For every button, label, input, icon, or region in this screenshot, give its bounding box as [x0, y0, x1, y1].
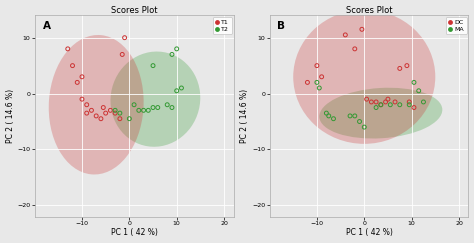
Point — [130, 103, 138, 107]
Text: A: A — [43, 21, 51, 31]
Point — [384, 97, 392, 101]
Point — [351, 47, 358, 51]
Point — [403, 64, 410, 68]
Legend: T1, T2: T1, T2 — [212, 17, 232, 34]
Point — [396, 103, 403, 107]
Point — [358, 27, 365, 31]
Point — [135, 108, 143, 112]
Point — [78, 97, 86, 101]
Point — [330, 117, 337, 121]
Point — [164, 103, 171, 107]
Point — [149, 64, 157, 68]
Point — [313, 80, 321, 84]
Ellipse shape — [293, 10, 435, 144]
Title: Scores Plot: Scores Plot — [346, 6, 392, 15]
Point — [73, 80, 81, 84]
Point — [92, 114, 100, 118]
Point — [83, 103, 91, 107]
X-axis label: PC 1 ( 42 %): PC 1 ( 42 %) — [110, 228, 157, 237]
Point — [111, 111, 119, 115]
Point — [377, 103, 384, 107]
Point — [97, 117, 105, 121]
Point — [107, 108, 114, 112]
Ellipse shape — [110, 52, 201, 147]
Point — [140, 108, 147, 112]
Y-axis label: PC 2 ( 14.6 %): PC 2 ( 14.6 %) — [6, 89, 15, 143]
Point — [316, 86, 323, 90]
Point — [363, 97, 370, 101]
Point — [83, 111, 91, 115]
Point — [88, 108, 95, 112]
Text: B: B — [277, 21, 285, 31]
Point — [168, 106, 176, 110]
Point — [154, 106, 162, 110]
Point — [173, 89, 181, 93]
Title: Scores Plot: Scores Plot — [111, 6, 157, 15]
Point — [64, 47, 72, 51]
Point — [318, 75, 326, 79]
Point — [367, 100, 375, 104]
Ellipse shape — [319, 88, 442, 139]
Point — [116, 111, 124, 115]
Point — [313, 64, 321, 68]
Point — [405, 103, 413, 107]
Point — [391, 100, 399, 104]
Point — [351, 114, 358, 118]
Point — [78, 75, 86, 79]
Point — [415, 89, 422, 93]
Point — [342, 33, 349, 37]
Point — [168, 52, 176, 56]
Point — [325, 114, 333, 118]
X-axis label: PC 1 ( 42 %): PC 1 ( 42 %) — [346, 228, 392, 237]
Point — [396, 67, 403, 70]
Point — [145, 108, 152, 112]
Point — [102, 111, 109, 115]
Point — [377, 103, 384, 107]
Point — [405, 100, 413, 104]
Y-axis label: PC 2 ( 14.6 %): PC 2 ( 14.6 %) — [240, 89, 249, 143]
Point — [111, 108, 119, 112]
Point — [304, 80, 311, 84]
Point — [382, 100, 389, 104]
Point — [410, 80, 418, 84]
Point — [126, 117, 133, 121]
Point — [100, 106, 107, 110]
Point — [419, 100, 427, 104]
Point — [346, 114, 354, 118]
Legend: DC, MA: DC, MA — [446, 17, 466, 34]
Point — [116, 117, 124, 121]
Point — [178, 86, 185, 90]
Point — [410, 106, 418, 110]
Point — [356, 120, 363, 123]
Point — [372, 106, 380, 110]
Point — [386, 103, 394, 107]
Point — [121, 36, 128, 40]
Point — [118, 52, 126, 56]
Point — [69, 64, 76, 68]
Ellipse shape — [49, 35, 144, 174]
Point — [149, 106, 157, 110]
Point — [360, 125, 368, 129]
Point — [173, 47, 181, 51]
Point — [372, 100, 380, 104]
Point — [323, 111, 330, 115]
